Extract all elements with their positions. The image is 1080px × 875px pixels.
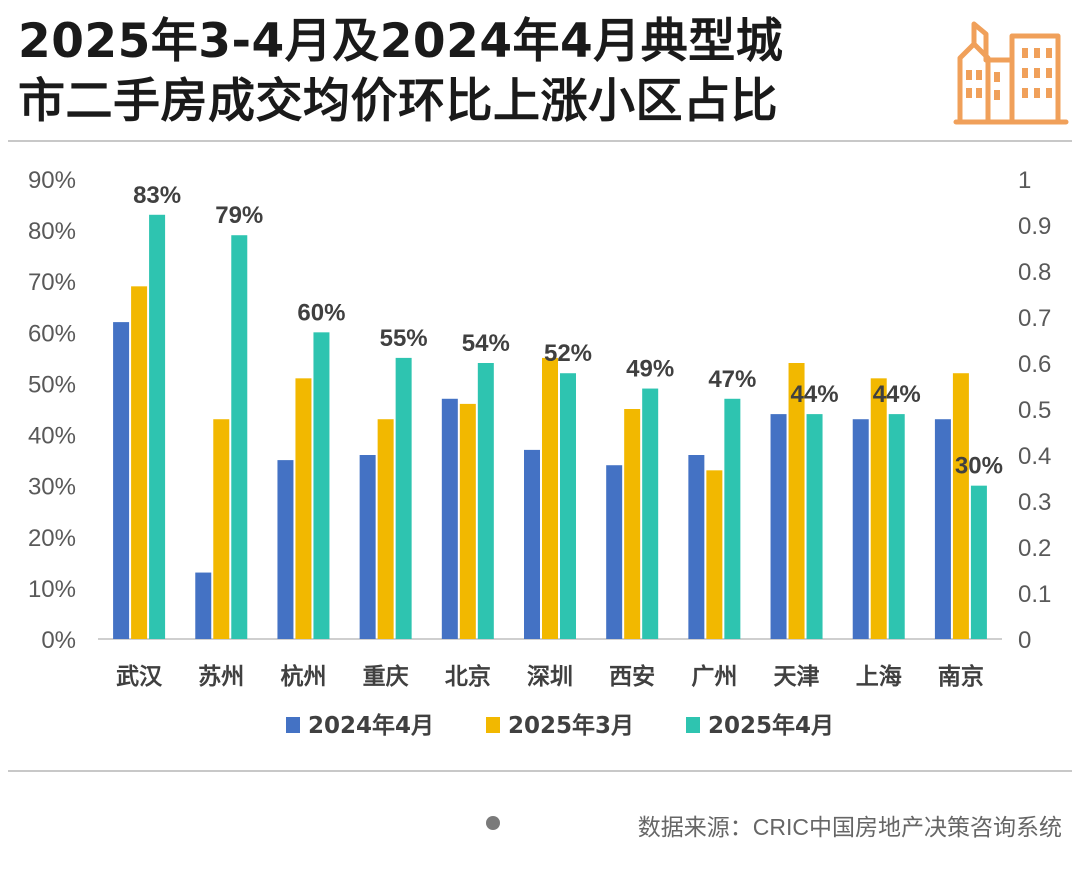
bar xyxy=(688,455,705,639)
bar xyxy=(706,470,723,639)
y2-tick-label: 0 xyxy=(1018,627,1031,654)
bar xyxy=(606,465,623,639)
y-tick-label: 10% xyxy=(28,576,76,603)
bar xyxy=(359,455,376,639)
bar xyxy=(195,572,212,639)
top-divider xyxy=(8,140,1072,142)
y-tick-label: 20% xyxy=(28,525,76,552)
x-tick-label: 武汉 xyxy=(116,664,163,690)
y-tick-label: 80% xyxy=(28,218,76,245)
data-label: 44% xyxy=(791,381,839,408)
bar xyxy=(642,388,659,639)
data-label: 55% xyxy=(380,325,428,352)
bar xyxy=(395,357,412,639)
bar xyxy=(852,419,869,639)
data-label: 30% xyxy=(955,453,1003,480)
legend-swatch xyxy=(686,717,700,733)
y-tick-label: 60% xyxy=(28,320,76,347)
data-label: 83% xyxy=(133,182,181,209)
data-label: 47% xyxy=(708,366,756,393)
x-tick-label: 深圳 xyxy=(527,664,573,690)
y-tick-label: 70% xyxy=(28,269,76,296)
legend-swatch xyxy=(486,717,500,733)
bar xyxy=(888,414,905,639)
y-tick-label: 30% xyxy=(28,474,76,501)
data-label: 60% xyxy=(297,299,345,326)
legend-swatch xyxy=(286,717,300,733)
x-tick-label: 重庆 xyxy=(363,663,409,690)
bar xyxy=(441,398,458,639)
bar xyxy=(113,322,130,639)
bar xyxy=(934,419,951,639)
bar xyxy=(277,460,294,639)
bar xyxy=(149,214,166,639)
bar xyxy=(313,332,330,639)
source-bullet-icon xyxy=(486,816,500,830)
legend-label: 2024年4月 xyxy=(308,712,434,739)
bar xyxy=(377,419,394,639)
bar xyxy=(459,403,476,639)
title-line-2: 市二手房成交均价环比上涨小区占比 xyxy=(18,74,778,129)
bar xyxy=(970,485,987,639)
y2-tick-label: 0.3 xyxy=(1018,489,1051,516)
bar-chart: 0% 10% 20% 30% 40% 50% 60% 70% 80% 90% 0 0.1 0.2 0.3 0… xyxy=(28,167,1051,739)
bar xyxy=(806,414,823,639)
x-tick-label: 杭州 xyxy=(280,663,326,690)
x-tick-label: 广州 xyxy=(691,663,737,690)
data-label: 52% xyxy=(544,340,592,367)
bar xyxy=(213,419,230,639)
chart-title: 2025年3-4月及2024年4月典型城 市二手房成交均价环比上涨小区占比 xyxy=(18,12,938,132)
bar xyxy=(524,449,540,639)
bar xyxy=(624,409,641,639)
city-buildings-icon xyxy=(953,21,1069,125)
data-label: 79% xyxy=(215,202,263,229)
x-tick-label: 西安 xyxy=(609,663,655,690)
data-label: 54% xyxy=(462,330,510,357)
legend-label: 2025年3月 xyxy=(508,712,634,739)
bar xyxy=(788,363,805,639)
y-tick-label: 50% xyxy=(28,371,76,398)
x-tick-label: 上海 xyxy=(856,663,902,690)
bar xyxy=(295,378,312,639)
title-line-1: 2025年3-4月及2024年4月典型城 xyxy=(18,14,784,69)
y2-tick-label: 0.7 xyxy=(1018,305,1051,332)
bar xyxy=(560,373,576,639)
y2-tick-label: 1 xyxy=(1018,167,1031,194)
x-tick-label: 苏州 xyxy=(198,664,244,690)
y-tick-label: 90% xyxy=(28,167,76,194)
bar xyxy=(952,373,969,639)
y2-tick-label: 0.2 xyxy=(1018,535,1051,562)
bar xyxy=(231,235,248,639)
x-tick-label: 南京 xyxy=(938,663,984,690)
y2-tick-label: 0.6 xyxy=(1018,351,1051,378)
bottom-divider xyxy=(8,770,1072,772)
y-tick-label: 0% xyxy=(41,627,76,654)
y-tick-label: 40% xyxy=(28,423,76,450)
source-note: 数据来源：CRIC中国房地产决策咨询系统 xyxy=(637,814,1062,840)
bar xyxy=(542,357,558,639)
legend-label: 2025年4月 xyxy=(708,712,834,739)
bar xyxy=(477,363,494,639)
bar xyxy=(131,286,148,639)
x-tick-label: 天津 xyxy=(774,663,820,690)
y2-tick-label: 0.1 xyxy=(1018,581,1051,608)
y2-tick-label: 0.5 xyxy=(1018,397,1051,424)
y2-tick-label: 0.4 xyxy=(1018,443,1051,470)
data-label: 49% xyxy=(626,356,674,383)
bar xyxy=(770,414,787,639)
data-label: 44% xyxy=(873,381,921,408)
bar xyxy=(724,398,741,639)
bar xyxy=(870,378,887,639)
x-tick-label: 北京 xyxy=(445,663,491,690)
y2-tick-label: 0.9 xyxy=(1018,213,1051,240)
y2-tick-label: 0.8 xyxy=(1018,259,1051,286)
